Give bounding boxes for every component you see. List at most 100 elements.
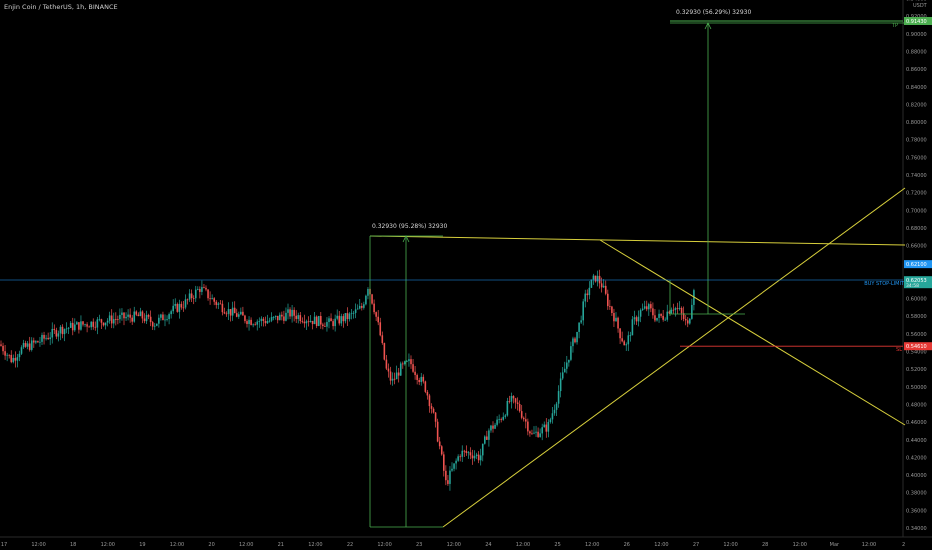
candle-body	[10, 354, 13, 363]
y-tick-label: 0.34000	[906, 526, 927, 532]
candle-body	[627, 335, 630, 345]
candle-body	[254, 324, 256, 326]
buy-price-tag	[904, 260, 932, 269]
candle-body	[465, 450, 468, 453]
candle-body	[510, 395, 513, 402]
candle-body	[559, 378, 562, 392]
candle-body	[283, 316, 285, 321]
candle-body	[508, 401, 511, 402]
candle-body	[16, 357, 19, 361]
candle-body	[129, 314, 131, 318]
x-tick-label: 12:00	[101, 542, 115, 548]
y-tick-label: 0.44000	[906, 438, 927, 444]
candle-body	[572, 338, 574, 347]
candle-body	[313, 316, 316, 325]
x-tick-label: 2	[902, 542, 905, 548]
candle-body	[14, 357, 17, 361]
candle-body	[471, 455, 474, 459]
candle-body	[440, 446, 443, 455]
candle-body	[455, 460, 457, 464]
candle-body	[545, 424, 548, 432]
candle-body	[451, 468, 453, 471]
sl-price-tag	[904, 342, 932, 351]
candle-body	[543, 424, 546, 428]
candle-body	[156, 323, 158, 326]
candle-body	[592, 275, 595, 280]
candle-body	[352, 312, 355, 314]
candle-body	[250, 319, 252, 325]
candle-body	[328, 318, 330, 323]
candle-body	[354, 309, 357, 313]
candle-body	[151, 322, 154, 327]
x-tick-label: 12:00	[308, 542, 322, 548]
candle-body	[408, 359, 410, 362]
candle-body	[486, 436, 488, 440]
candle-body	[549, 419, 552, 422]
y-tick-label: 0.82000	[906, 102, 927, 108]
resistance-line[interactable]	[369, 235, 906, 246]
candle-body	[594, 275, 597, 282]
candle-body	[78, 322, 80, 330]
candle-body	[574, 338, 576, 343]
candle-body	[35, 341, 37, 343]
candle-body	[162, 314, 164, 321]
candle-body	[90, 321, 92, 328]
candle-body	[670, 309, 673, 314]
candle-body	[494, 424, 496, 429]
candle-body	[641, 308, 644, 311]
candle-body	[525, 419, 527, 422]
tp-label: TP	[891, 23, 898, 29]
candle-body	[20, 347, 23, 354]
candle-body	[656, 317, 658, 321]
candle-body	[147, 314, 150, 317]
candle-body	[227, 309, 230, 314]
y-tick-label: 0.56000	[906, 332, 927, 338]
candle-body	[125, 316, 127, 319]
candle-countdown: 34:58	[906, 283, 919, 289]
support-trendline[interactable]	[442, 187, 906, 528]
candle-body	[133, 311, 136, 322]
candle-body	[127, 314, 129, 317]
candle-body	[45, 337, 47, 339]
candle-body	[180, 303, 183, 308]
price-axis: USDT 0.34000 0.36000 0.38000 0.40000 0.42000 0…	[906, 0, 928, 532]
candle-body	[188, 293, 191, 300]
candle-body	[186, 299, 189, 301]
candle-body	[635, 317, 638, 322]
descending-trendline[interactable]	[599, 239, 906, 426]
y-tick-label: 0.88000	[906, 49, 927, 55]
candle-body	[332, 321, 334, 327]
candle-body	[547, 421, 550, 432]
candle-body	[43, 334, 45, 339]
y-tick-label: 0.74000	[906, 173, 927, 179]
candle-body	[143, 318, 146, 322]
candle-body	[527, 421, 529, 432]
candle-body	[256, 321, 259, 325]
candle-body	[459, 456, 461, 458]
candle-body	[281, 314, 283, 317]
candle-body	[217, 303, 220, 305]
candle-body	[248, 319, 250, 324]
candle-body	[317, 315, 320, 327]
candle-body	[518, 404, 521, 412]
candle-body	[71, 322, 74, 331]
candle-body	[0, 344, 2, 346]
candle-body	[367, 289, 369, 296]
candle-body	[625, 344, 628, 346]
candle-body	[578, 322, 580, 332]
candle-body	[170, 311, 172, 315]
y-tick-label: 0.36000	[906, 508, 927, 514]
measure-label-1: 0.32930 (95.28%) 32930	[372, 223, 447, 230]
candle-body	[346, 313, 349, 320]
candle-body	[8, 354, 10, 356]
current-price-text: 0.62053	[906, 278, 927, 284]
y-tick-label: 0.42000	[906, 455, 927, 461]
candle-body	[531, 433, 533, 435]
candle-body	[516, 402, 519, 405]
candle-body	[117, 319, 119, 320]
candle-body	[61, 326, 64, 335]
candle-body	[576, 331, 578, 343]
y-tick-label: 0.70000	[906, 208, 927, 214]
candle-body	[235, 313, 238, 317]
